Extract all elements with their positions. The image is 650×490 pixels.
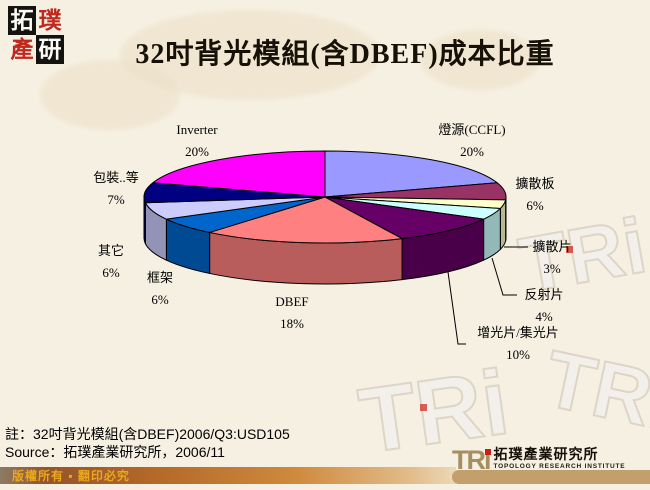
logo-char: 拓 — [8, 6, 36, 35]
note-line: 註：32吋背光模組(含DBEF)2006/Q3:USD105 — [5, 425, 290, 443]
slice-label-diffuser-plate: 擴散板 6% — [515, 173, 554, 217]
copyright-text: 版權所有 ▪ 翻印必究 — [0, 467, 130, 484]
slice-label-packaging: 包裝..等 7% — [93, 167, 139, 211]
copyright-bar: 版權所有 ▪ 翻印必究 — [0, 467, 456, 484]
slice-label-diffuser-sheet: 擴散片 3% — [532, 236, 571, 280]
source-line: Source：拓璞產業研究所，2006/11 — [5, 443, 290, 461]
brand-chinese: 拓璞產業研究所 — [494, 448, 626, 463]
topology-footer-logo: TRi 拓璞產業研究所 TOPOLOGY RESEARCH INSTITUTE — [452, 448, 625, 472]
slice-label-frame: 框架 6% — [147, 267, 173, 311]
slice-label-inverter: Inverter 20% — [176, 119, 217, 163]
slice-label-dbef: DBEF 18% — [275, 291, 308, 335]
slice-label-ccfl: 燈源(CCFL) 20% — [438, 119, 505, 163]
brand-english: TOPOLOGY RESEARCH INSTITUTE — [494, 463, 626, 471]
footnotes: 註：32吋背光模組(含DBEF)2006/Q3:USD105 Source：拓璞… — [5, 425, 290, 461]
pie-slice — [144, 197, 145, 244]
logo-char: 研 — [36, 35, 64, 64]
slice-label-bef: 增光片/集光片 10% — [477, 322, 559, 366]
logo-char: 產 — [8, 35, 36, 64]
tri-red-dot-icon — [485, 449, 491, 455]
page-title: 32吋背光模組(含DBEF)成本比重 — [70, 32, 620, 72]
tri-wordmark: TRi — [452, 448, 494, 472]
logo-char: 璞 — [36, 6, 64, 35]
slice-label-others: 其它 6% — [98, 240, 124, 284]
topology-corner-logo: 拓 璞 產 研 — [8, 6, 64, 64]
